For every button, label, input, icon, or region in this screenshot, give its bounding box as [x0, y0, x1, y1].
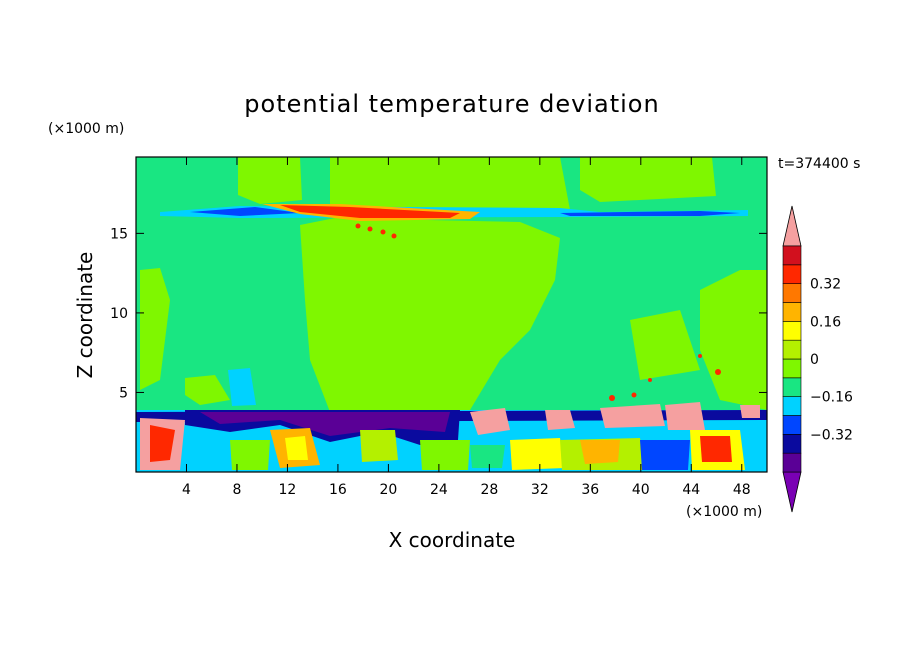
- x-tick-label: 36: [581, 482, 599, 498]
- colorbar-band: [782, 339, 802, 360]
- colorbar-label: 0: [810, 352, 819, 368]
- colorbar-band: [782, 283, 802, 303]
- colorbar-label: −0.32: [810, 427, 853, 443]
- x-tick-label: 4: [182, 482, 191, 498]
- colorbar-band: [782, 377, 802, 397]
- colorbar-band: [782, 358, 802, 379]
- heatmap-field: [136, 157, 767, 472]
- x-tick-label: 20: [379, 482, 397, 498]
- y-tick-label: 10: [110, 306, 128, 322]
- colorbar-label: 0.32: [810, 277, 841, 293]
- colorbar-band: [782, 302, 802, 322]
- x-tick-label: 48: [733, 482, 751, 498]
- y-unit-label: (×1000 m): [48, 121, 124, 137]
- colorbar-band: [782, 264, 802, 284]
- colorbar-band: [782, 452, 802, 473]
- colorbar-band: [782, 245, 802, 266]
- x-axis-label: X coordinate: [389, 528, 516, 552]
- colorbar-label: −0.16: [810, 390, 853, 406]
- x-tick-label: 40: [632, 482, 650, 498]
- colorbar: 0.32 0.16 0 −0.16 −0.32: [782, 205, 853, 513]
- colorbar-band: [782, 415, 802, 435]
- colorbar-band: [782, 321, 802, 341]
- x-tick-label: 8: [232, 482, 241, 498]
- x-tick-label: 16: [329, 482, 347, 498]
- x-tick-label: 32: [531, 482, 549, 498]
- chart-title: potential temperature deviation: [244, 90, 659, 118]
- x-tick-label: 12: [279, 482, 297, 498]
- colorbar-band: [782, 434, 802, 454]
- colorbar-label: 0.16: [810, 314, 841, 330]
- x-tick-label: 44: [682, 482, 700, 498]
- x-tick-label: 28: [480, 482, 498, 498]
- y-axis-ticks: 5 10 15: [110, 226, 767, 401]
- plot-frame: [135, 156, 768, 473]
- time-label: t=374400 s: [778, 156, 860, 172]
- colorbar-min-arrow: [782, 471, 802, 513]
- x-tick-label: 24: [430, 482, 448, 498]
- colorbar-band: [782, 396, 802, 416]
- x-unit-label: (×1000 m): [686, 504, 762, 520]
- y-axis-label: Z coordinate: [73, 252, 97, 379]
- y-tick-label: 15: [110, 226, 128, 242]
- x-axis-ticks: 4 8 12 16 20 24 28 32 36 40 44 48: [182, 157, 751, 498]
- y-tick-label: 5: [119, 385, 128, 401]
- colorbar-max-arrow: [782, 205, 802, 247]
